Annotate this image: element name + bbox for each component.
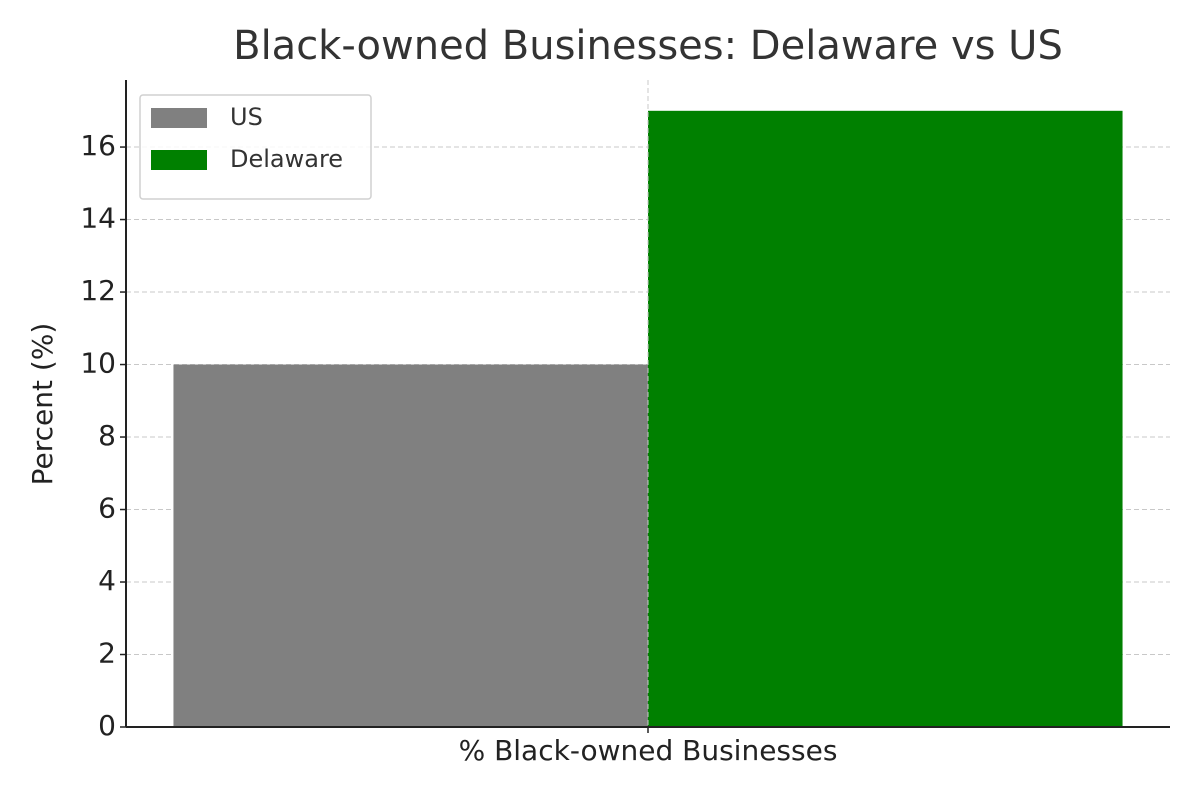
legend-label: US (230, 103, 263, 131)
y-tick-label: 8 (98, 419, 116, 452)
bar (648, 110, 1123, 728)
legend-swatch (151, 108, 207, 128)
y-tick-label: 10 (80, 347, 116, 380)
legend-swatch (151, 150, 207, 170)
y-tick-label: 4 (98, 564, 116, 597)
y-tick-label: 0 (98, 709, 116, 742)
y-tick-label: 2 (98, 637, 116, 670)
y-tick-label: 16 (80, 129, 116, 162)
chart-title: Black-owned Businesses: Delaware vs US (233, 23, 1063, 69)
bar (173, 364, 649, 727)
y-tick-label: 14 (80, 202, 116, 235)
legend-label: Delaware (230, 145, 343, 173)
x-tick-label: % Black-owned Businesses (459, 734, 838, 767)
y-tick-label: 12 (80, 274, 116, 307)
y-tick-label: 6 (98, 492, 116, 525)
y-axis-label: Percent (%) (26, 323, 59, 486)
